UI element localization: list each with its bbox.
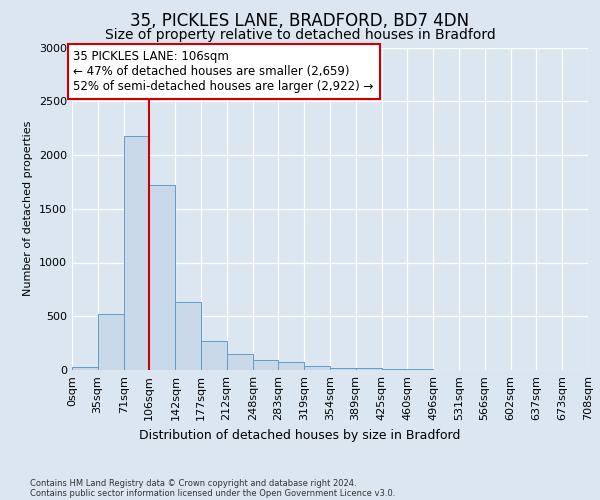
Text: Size of property relative to detached houses in Bradford: Size of property relative to detached ho…: [104, 28, 496, 42]
Bar: [304, 366, 330, 370]
Bar: [149, 185, 175, 370]
Bar: [227, 354, 253, 370]
Bar: [72, 367, 98, 370]
Bar: [253, 360, 278, 370]
Bar: [356, 368, 382, 370]
Text: 35, PICKLES LANE, BRADFORD, BD7 4DN: 35, PICKLES LANE, BRADFORD, BD7 4DN: [130, 12, 470, 30]
Text: Contains HM Land Registry data © Crown copyright and database right 2024.
Contai: Contains HM Land Registry data © Crown c…: [30, 478, 395, 498]
Bar: [278, 362, 304, 370]
Bar: [201, 341, 227, 370]
Bar: [124, 136, 149, 370]
Text: 35 PICKLES LANE: 106sqm
← 47% of detached houses are smaller (2,659)
52% of semi: 35 PICKLES LANE: 106sqm ← 47% of detache…: [73, 50, 374, 92]
Y-axis label: Number of detached properties: Number of detached properties: [23, 121, 34, 296]
Text: Distribution of detached houses by size in Bradford: Distribution of detached houses by size …: [139, 428, 461, 442]
Bar: [175, 302, 201, 370]
Bar: [382, 369, 407, 370]
Bar: [98, 314, 124, 370]
Bar: [330, 368, 356, 370]
